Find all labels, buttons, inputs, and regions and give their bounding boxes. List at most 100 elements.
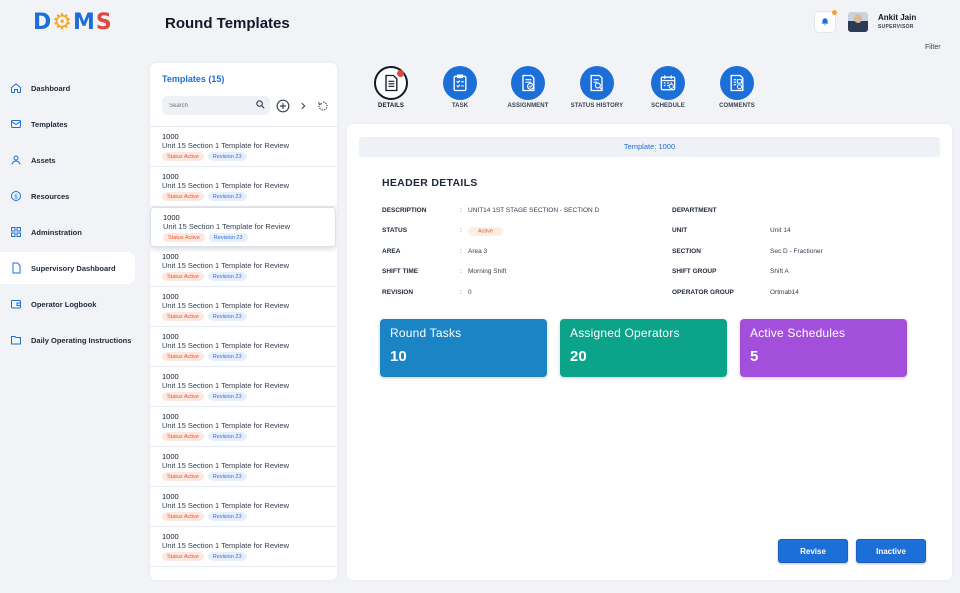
search-icon[interactable] [255, 99, 266, 110]
template-id: 1000 [162, 372, 179, 381]
field-value: Morning Shift [468, 268, 507, 275]
status-badge: Status Active [163, 233, 205, 242]
templates-list-title: Templates (15) [162, 74, 225, 84]
active-schedules-card[interactable]: Active Schedules 5 [740, 319, 907, 377]
list-item[interactable]: 1000 Unit 15 Section 1 Template for Revie… [150, 447, 337, 487]
document-icon [12, 262, 21, 274]
add-template-button[interactable] [275, 98, 290, 113]
list-item[interactable]: 1000 Unit 15 Section 1 Template for Revie… [150, 407, 337, 447]
field-value: Unit 14 [770, 227, 791, 234]
revise-button[interactable]: Revise [778, 539, 848, 563]
clipboard-checklist-icon [453, 74, 467, 92]
sidebar-item-label: Supervisory Dashboard [31, 263, 116, 273]
list-item[interactable]: 1000 Unit 15 Section 1 Template for Revie… [150, 207, 336, 247]
sidebar-item-label: Templates [31, 119, 68, 129]
template-name: Unit 15 Section 1 Template for Review [162, 461, 290, 470]
tab-label: TASK [451, 103, 469, 109]
grid-icon [11, 227, 21, 237]
list-item[interactable]: 1000 Unit 15 Section 1 Template for Revie… [150, 527, 337, 567]
stat-value: 10 [390, 348, 407, 365]
tab-task[interactable]: TASK [425, 66, 495, 109]
sidebar-item-label: Operator Logbook [31, 299, 97, 309]
sidebar-item-label: Adminstration [31, 227, 82, 237]
template-name: Unit 15 Section 1 Template for Review [162, 541, 290, 550]
list-item[interactable]: 1000 Unit 15 Section 1 Template for Revie… [150, 247, 337, 287]
tab-label: SCHEDULE [651, 103, 685, 109]
sidebar-item-adminstration[interactable]: Adminstration [0, 216, 140, 248]
tab-comments[interactable]: COMMENTS [702, 66, 772, 109]
user-name: Ankit Jain [878, 13, 917, 22]
field-value: Ortmab14 [770, 289, 799, 296]
sidebar-item-resources[interactable]: $ Resources [0, 180, 140, 212]
inactive-button[interactable]: Inactive [856, 539, 926, 563]
template-name: Unit 15 Section 1 Template for Review [162, 501, 290, 510]
status-badge: Status Active [162, 472, 204, 481]
list-item[interactable]: 1000 Unit 15 Section 1 Template for Revie… [150, 367, 337, 407]
templates-list: 1000 Unit 15 Section 1 Template for Revie… [150, 127, 337, 567]
revision-badge: Revision 23 [207, 392, 247, 401]
revision-badge: Revision 23 [207, 312, 247, 321]
field-label: SHIFT GROUP [672, 268, 717, 275]
template-id: 1000 [162, 412, 179, 421]
sidebar-item-dashboard[interactable]: Dashboard [0, 72, 140, 104]
svg-text:$: $ [14, 193, 18, 200]
template-name: Unit 15 Section 1 Template for Review [162, 421, 290, 430]
stat-value: 5 [750, 348, 759, 365]
page-title: Round Templates [165, 15, 290, 32]
sidebar-item-label: Resources [31, 191, 70, 201]
search-input[interactable] [169, 99, 249, 112]
field-value: UNIT14 1ST STAGE SECTION - SECTION D [468, 207, 600, 214]
mail-icon [11, 120, 21, 128]
sidebar-item-operator-logbook[interactable]: Operator Logbook [0, 288, 140, 320]
document-alert-icon [385, 74, 398, 92]
tab-assignment[interactable]: ASSIGNMENT [493, 66, 563, 109]
filter-link[interactable]: Filter [925, 44, 941, 51]
notification-bell-button[interactable] [814, 10, 837, 33]
tab-schedule[interactable]: SCHEDULE [633, 66, 703, 109]
field-label: OPERATOR GROUP [672, 289, 734, 296]
sidebar-item-daily-operating-instructions[interactable]: Daily Operating Instructions [0, 324, 140, 356]
sidebar-item-templates[interactable]: Templates [0, 108, 140, 140]
tab-details[interactable]: DETAILS [356, 66, 426, 109]
sidebar-item-supervisory-dashboard[interactable]: Supervisory Dashboard [0, 252, 135, 284]
tab-status-history[interactable]: STATUS HISTORY [562, 66, 632, 109]
assigned-operators-card[interactable]: Assigned Operators 20 [560, 319, 727, 377]
stat-title: Active Schedules [750, 326, 846, 340]
stat-value: 20 [570, 348, 587, 365]
avatar[interactable] [848, 12, 868, 32]
list-item[interactable]: 1000 Unit 15 Section 1 Template for Revie… [150, 287, 337, 327]
next-button[interactable] [295, 98, 310, 113]
list-item[interactable]: 1000 Unit 15 Section 1 Template for Revie… [150, 127, 337, 167]
refresh-button[interactable] [315, 98, 330, 113]
search-box [162, 96, 270, 115]
field-value: 0 [468, 289, 472, 296]
template-id: 1000 [162, 452, 179, 461]
list-divider [150, 126, 337, 127]
revision-badge: Revision 23 [207, 352, 247, 361]
round-tasks-card[interactable]: Round Tasks 10 [380, 319, 547, 377]
template-id: 1000 [162, 292, 179, 301]
status-badge: Status Active [162, 392, 204, 401]
status-badge: Status Active [162, 552, 204, 561]
refresh-icon [317, 101, 327, 110]
field-value: Sec D - Fractioner [770, 248, 823, 255]
sidebar-item-label: Dashboard [31, 83, 71, 93]
tab-label: COMMENTS [719, 103, 755, 109]
header-details-title: HEADER DETAILS [382, 177, 478, 189]
field-label: AREA [382, 248, 401, 255]
bell-icon [821, 18, 829, 26]
list-item[interactable]: 1000 Unit 15 Section 1 Template for Revie… [150, 167, 337, 207]
field-value: Shift A [770, 268, 789, 275]
template-id: 1000 [162, 492, 179, 501]
template-name: Unit 15 Section 1 Template for Review [162, 141, 290, 150]
sidebar-item-label: Daily Operating Instructions [31, 335, 132, 345]
notification-dot [832, 10, 837, 15]
status-badge: Active [468, 226, 503, 236]
list-item[interactable]: 1000 Unit 15 Section 1 Template for Revie… [150, 487, 337, 527]
status-badge: Status Active [162, 192, 204, 201]
field-value: Area 3 [468, 248, 488, 255]
sidebar-item-assets[interactable]: Assets [0, 144, 140, 176]
template-id: 1000 [162, 332, 179, 341]
list-item[interactable]: 1000 Unit 15 Section 1 Template for Revie… [150, 327, 337, 367]
